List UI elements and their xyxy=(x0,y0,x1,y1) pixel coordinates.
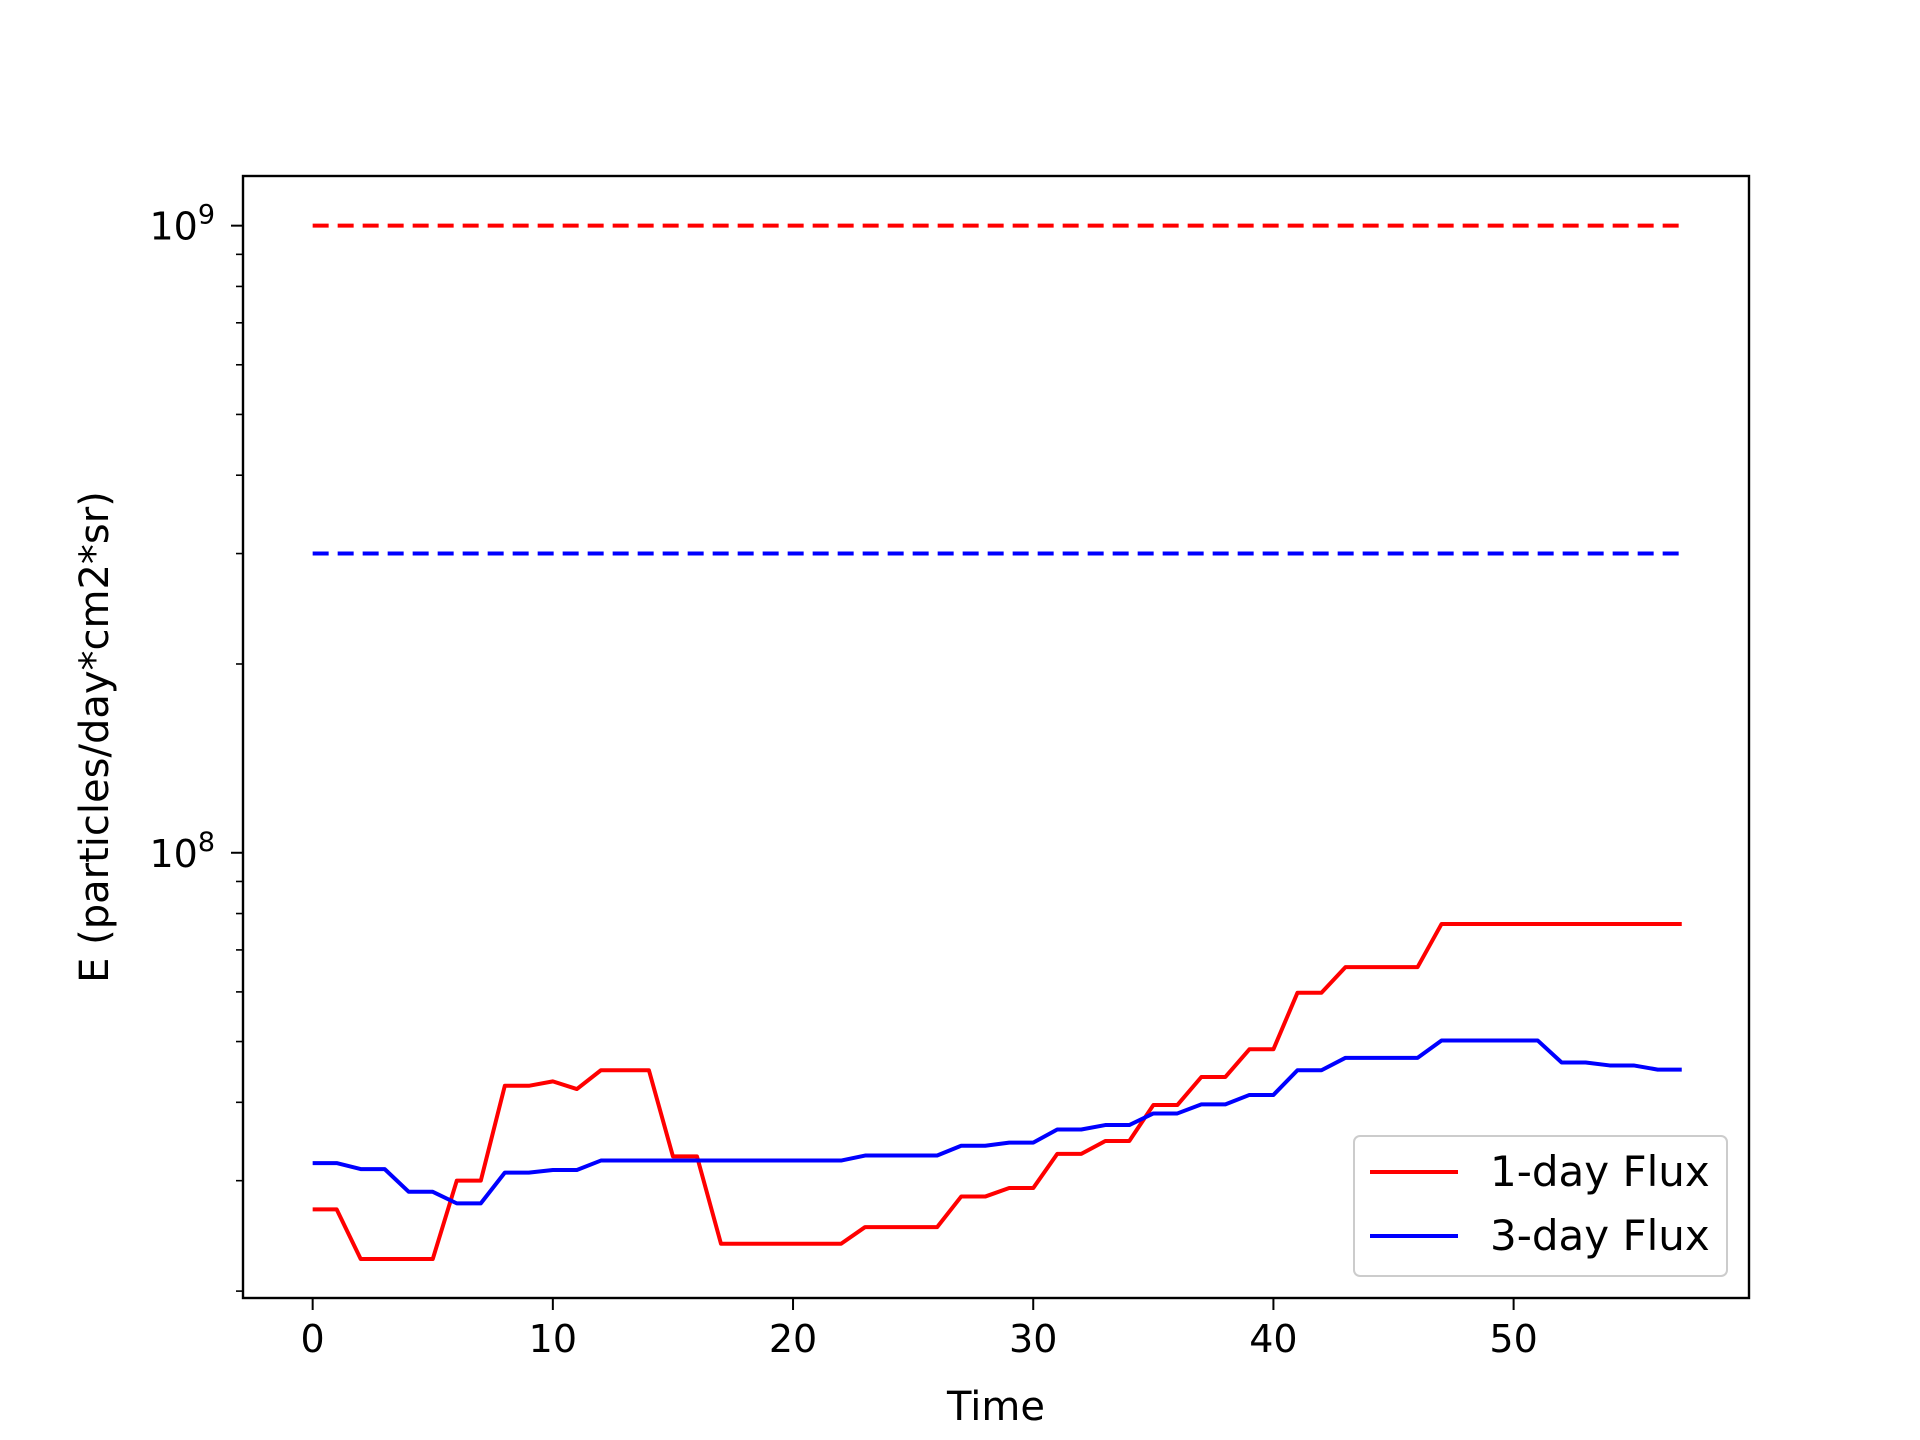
x-tick-label: 0 xyxy=(301,1317,325,1361)
series-line-3-day-flux xyxy=(312,1038,1682,1206)
x-tick-label: 40 xyxy=(1249,1317,1297,1361)
series-line-1-day-flux xyxy=(312,921,1682,1262)
x-axis-label: Time xyxy=(946,1384,1045,1430)
x-tick-label: 10 xyxy=(529,1317,577,1361)
ticks-layer: 0 10 20 30 40 50 108 109 xyxy=(149,200,1537,1361)
legend-label-3-day-flux: 3-day Flux xyxy=(1490,1211,1710,1260)
legend: 1-day Flux 3-day Flux xyxy=(1353,1135,1728,1277)
x-tick-label: 50 xyxy=(1489,1317,1537,1361)
y-tick-label: 109 xyxy=(149,200,215,249)
series-layer xyxy=(312,223,1682,1262)
plot-frame xyxy=(241,174,1751,1300)
legend-label-1-day-flux: 1-day Flux xyxy=(1490,1147,1710,1196)
y-tick-label: 108 xyxy=(149,827,215,876)
y-axis-label: E (particles/day*cm2*sr) xyxy=(72,491,118,983)
x-tick-label: 30 xyxy=(1009,1317,1057,1361)
x-tick-label: 20 xyxy=(769,1317,817,1361)
